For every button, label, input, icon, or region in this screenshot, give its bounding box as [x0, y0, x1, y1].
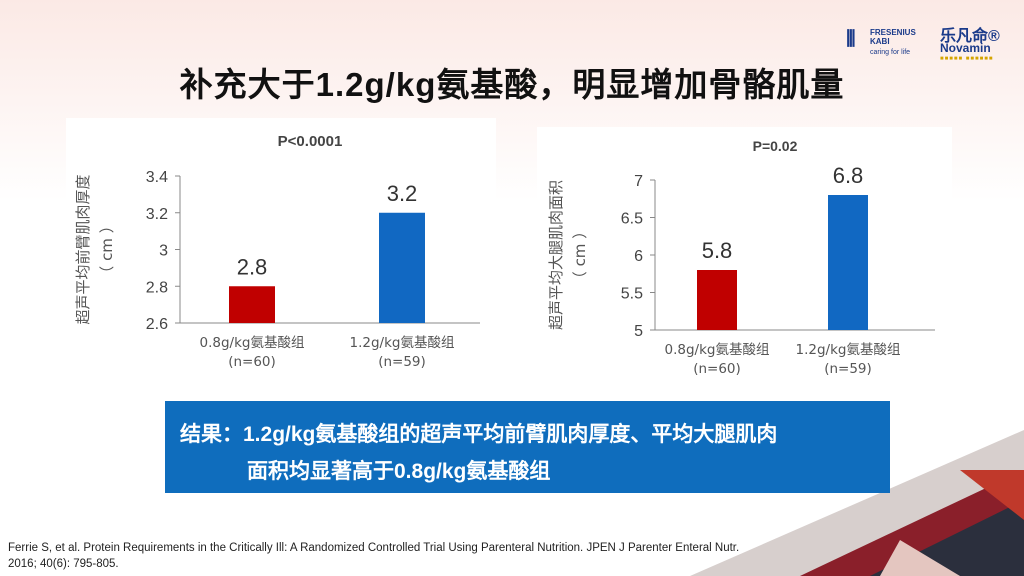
x-category-label: (n=59)	[824, 361, 872, 377]
y-tick-label: 3.2	[146, 206, 168, 223]
bar-low-dose	[229, 286, 275, 323]
chart-title: P=0.02	[753, 138, 798, 154]
chart-title: P<0.0001	[278, 133, 343, 150]
chart-panel-forearm: P<0.0001 超声平均前臂肌肉厚度（ cm ） 2.6 2.8 3 3.2 3.4 2.8…	[66, 118, 496, 385]
x-category-label: 1.2g/kg氨基酸组	[350, 334, 455, 351]
result-line-2: 面积均显著高于0.8g/kg氨基酸组	[247, 460, 551, 483]
novamin-cn: 乐凡命®	[940, 28, 1000, 45]
fresenius-tagline: caring for life	[870, 49, 911, 56]
x-category-label: 0.8g/kg氨基酸组	[665, 341, 770, 358]
bar-high-dose	[828, 195, 868, 330]
result-line-1: 结果：1.2g/kg氨基酸组的超声平均前臂肌肉厚度、平均大腿肌肉	[180, 423, 778, 446]
y-axis-label: 超声平均前臂肌肉厚度（ cm ）	[74, 174, 116, 324]
slide-title: 补充大于1.2g/kg氨基酸，明显增加骨骼肌量	[179, 66, 845, 103]
data-label: 2.8	[237, 254, 268, 279]
x-category-label: (n=60)	[228, 354, 276, 370]
y-tick-label: 6.5	[621, 211, 643, 228]
x-category-label: (n=59)	[378, 354, 426, 370]
fresenius-name-line1: FRESENIUS	[870, 28, 916, 37]
y-tick-label: 5	[634, 323, 643, 340]
x-category-label: 0.8g/kg氨基酸组	[200, 334, 305, 351]
x-category-label: (n=60)	[693, 361, 741, 377]
novamin-dots: ■■■■■ ■■■■■■	[940, 56, 994, 62]
y-tick-label: 2.6	[146, 316, 168, 333]
bar-low-dose	[697, 270, 737, 330]
bar-high-dose	[379, 212, 425, 323]
y-tick-label: 5.5	[621, 286, 643, 303]
y-tick-label: 3.4	[146, 169, 168, 186]
citation-line-1: Ferrie S, et al. Protein Requirements in…	[8, 542, 740, 554]
data-label: 3.2	[387, 181, 418, 206]
y-axis-label: 超声平均大腿肌肉面积（ cm ）	[547, 180, 589, 330]
chart-panel-thigh: P=0.02 超声平均大腿肌肉面积（ cm ） 5 5.5 6 6.5 7 5.8 0.8g/k…	[537, 127, 952, 392]
novamin-en: Novamin	[940, 41, 991, 55]
novamin-logo: 乐凡命® Novamin ■■■■■ ■■■■■■	[940, 22, 1020, 62]
data-label: 6.8	[833, 163, 864, 188]
y-tick-label: 6	[634, 248, 643, 265]
result-box: 结果：1.2g/kg氨基酸组的超声平均前臂肌肉厚度、平均大腿肌肉 面积均显著高于…	[165, 401, 890, 493]
fresenius-kabi-logo: ⦀ FRESENIUS KABI caring for life	[846, 24, 936, 64]
forearm-thickness-chart: P<0.0001 超声平均前臂肌肉厚度（ cm ） 2.6 2.8 3 3.2 3.4 2.8…	[74, 133, 480, 370]
y-tick-label: 7	[634, 173, 643, 190]
thigh-area-chart: P=0.02 超声平均大腿肌肉面积（ cm ） 5 5.5 6 6.5 7 5.8 0.8g/k…	[547, 138, 935, 377]
citation-line-2: 2016; 40(6): 795-805.	[8, 558, 119, 570]
fresenius-logo-icon: ⦀	[846, 26, 856, 51]
y-tick-label: 2.8	[146, 279, 168, 296]
fresenius-name-line2: KABI	[870, 37, 890, 46]
data-label: 5.8	[702, 238, 733, 263]
y-tick-label: 3	[159, 243, 168, 260]
citation: Ferrie S, et al. Protein Requirements in…	[8, 540, 908, 572]
x-category-label: 1.2g/kg氨基酸组	[796, 341, 901, 358]
